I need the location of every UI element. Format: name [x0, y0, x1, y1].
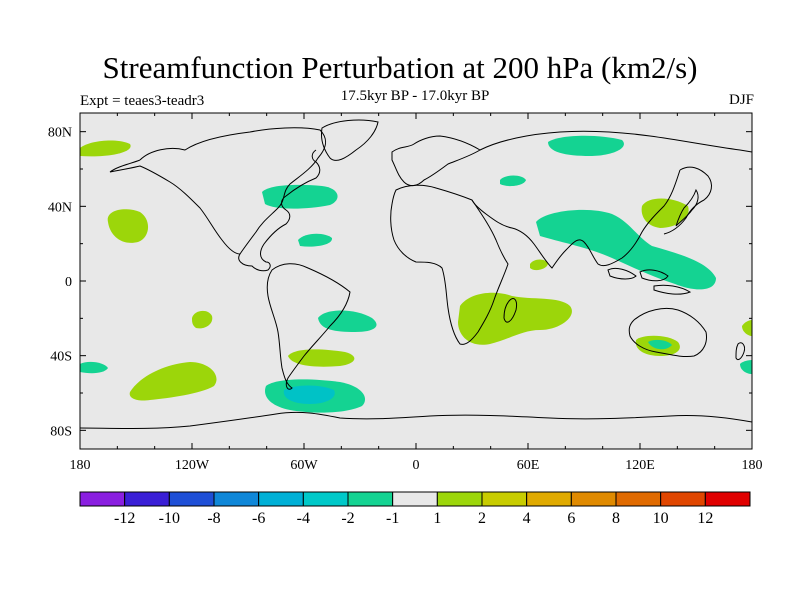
x-tick-label: 120E [625, 458, 655, 473]
x-tick-label: 180 [70, 458, 91, 473]
experiment-label: Expt = teaes3-teadr3 [80, 93, 205, 109]
region-pos-south-pacific [192, 310, 213, 329]
x-tick-label: 120W [175, 458, 210, 473]
region-neg-south-atlantic [318, 310, 377, 332]
region-neg-australia-south [648, 339, 672, 350]
colorbar-label: -8 [207, 510, 220, 527]
y-tick-label: 80S [50, 424, 72, 439]
colorbar-label: -1 [386, 510, 399, 527]
region-pos-southern-pacific-large [129, 362, 217, 401]
coastline-south-america [266, 263, 351, 390]
region-pos-east-edge [742, 320, 752, 336]
y-tick-label: 80N [48, 126, 72, 141]
colorbar-label: 10 [653, 510, 669, 527]
colorbar-label: -4 [297, 510, 310, 527]
y-axis: 80N 40N 0 40S 80S [48, 126, 752, 439]
colorbar-label: 6 [567, 510, 575, 527]
colorbar-swatch [615, 491, 662, 507]
colorbar-swatch [392, 491, 438, 507]
region-neg-south-asia [536, 209, 716, 290]
period-label: 17.5kyr BP - 17.0kyr BP [340, 88, 490, 104]
colorbar-swatch [436, 491, 483, 507]
colorbar-swatch [660, 491, 706, 507]
colorbar-swatch [347, 491, 394, 507]
coastline-australia [628, 307, 707, 357]
region-neg-arctic-russia [548, 135, 624, 156]
x-tick-label: 60W [290, 458, 318, 473]
coastline-antarctica [80, 411, 752, 429]
x-axis: 180 120W 60W 0 60E 120E 180 [70, 113, 763, 473]
colorbar-label: -10 [159, 510, 180, 527]
colorbar-swatch [258, 491, 304, 507]
x-tick-label: 0 [413, 458, 420, 473]
colorbar-label: -2 [341, 510, 354, 527]
colorbar-label: 8 [612, 510, 620, 527]
coastline-japan [675, 188, 699, 227]
region-pos-siberia-pacific [80, 140, 131, 157]
coastline-asia [471, 130, 752, 269]
colorbar-swatch [302, 491, 349, 507]
map-background [80, 113, 752, 449]
colorbar-label: -12 [114, 510, 135, 527]
colorbar-swatch [570, 491, 617, 507]
colorbar-swatch [481, 491, 528, 507]
colorbar: -12 -10 -8 -6 -4 -2 -1 1 2 4 6 8 10 12 [79, 491, 751, 527]
y-tick-label: 40S [50, 350, 72, 365]
coastlines [80, 119, 752, 429]
colorbar-swatch [526, 491, 572, 507]
x-tick-label: 60E [517, 458, 540, 473]
plot-title: Streamfunction Perturbation at 200 hPa (… [102, 50, 698, 85]
coastline-madagascar [503, 297, 517, 323]
region-neg-central-asia [500, 175, 526, 187]
coastline-alaska [109, 159, 241, 255]
coastline-east-asia [663, 166, 712, 235]
season-label: DJF [728, 92, 754, 108]
region-neg-drake-core [283, 385, 335, 404]
region-neg-west-edge [80, 361, 108, 374]
coastline-new-zealand [735, 342, 745, 361]
colorbar-swatch [168, 491, 215, 507]
region-pos-japan [641, 198, 689, 228]
region-neg-east-edge [740, 360, 752, 374]
coastline-europe [391, 135, 481, 187]
region-pos-south-argentina [288, 349, 355, 367]
region-pos-arabian-sea [530, 259, 548, 271]
coastline-indonesia [607, 267, 692, 295]
x-tick-label: 180 [742, 458, 763, 473]
colorbar-swatch [213, 491, 260, 507]
y-tick-label: 40N [48, 200, 72, 215]
coastline-north-america [139, 127, 327, 272]
coastline-greenland [321, 119, 379, 161]
region-neg-atlantic [298, 233, 333, 247]
region-neg-north-america [262, 184, 338, 209]
region-pos-southern-africa [458, 292, 572, 345]
colorbar-label: 2 [478, 510, 486, 527]
anomaly-regions [80, 135, 752, 413]
region-pos-north-pacific [107, 209, 149, 243]
colorbar-swatch [79, 491, 126, 507]
colorbar-label: 4 [523, 510, 531, 527]
colorbar-swatch [704, 491, 751, 507]
colorbar-label: -6 [252, 510, 265, 527]
colorbar-swatch [124, 491, 170, 507]
colorbar-label: 1 [433, 510, 441, 527]
y-tick-label: 0 [65, 275, 72, 290]
colorbar-label: 12 [697, 510, 713, 527]
